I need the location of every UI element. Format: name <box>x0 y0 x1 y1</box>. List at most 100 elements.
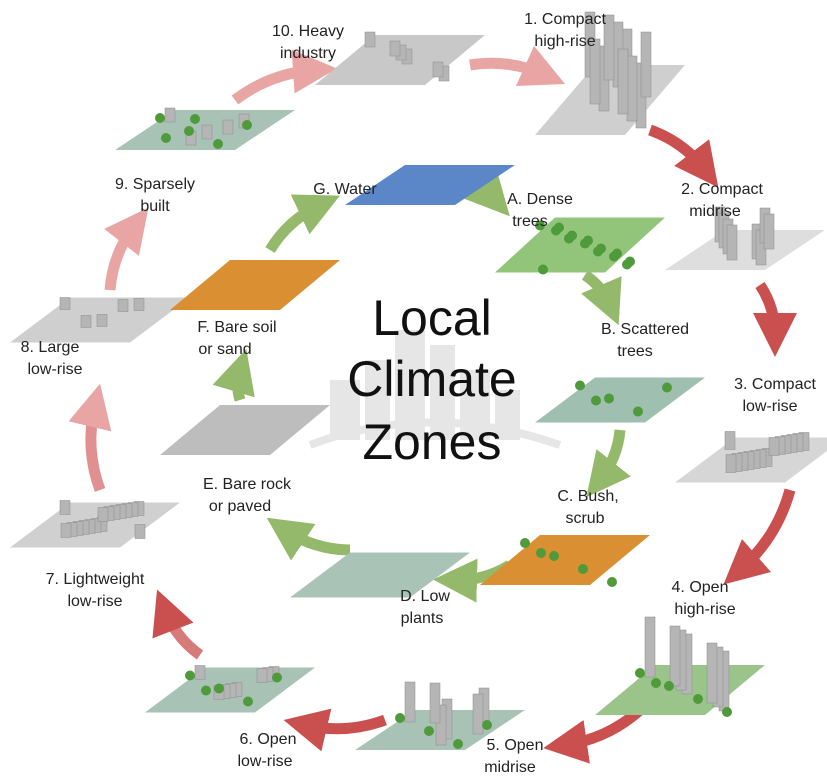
tree <box>243 696 253 707</box>
tree <box>607 577 617 587</box>
zone-tile <box>115 107 295 150</box>
building <box>364 31 376 48</box>
zone-tile <box>480 535 650 587</box>
tree <box>625 256 635 267</box>
arrow <box>723 488 796 585</box>
building <box>432 61 444 78</box>
building <box>256 668 268 683</box>
building <box>164 107 176 123</box>
arrow <box>586 429 631 498</box>
building <box>724 431 736 450</box>
tree <box>596 243 606 254</box>
tile-ground <box>290 552 470 598</box>
node-label: trees <box>512 213 548 230</box>
node-label: low-rise <box>742 398 797 415</box>
arrow <box>104 207 149 291</box>
title: Local <box>372 290 492 346</box>
building <box>134 524 146 539</box>
tree <box>612 248 622 259</box>
zone-tile <box>10 500 180 548</box>
tree <box>535 220 545 231</box>
building <box>768 437 780 456</box>
arrow <box>68 383 112 492</box>
zone-tile <box>315 31 485 85</box>
title: Climate <box>347 351 516 407</box>
building <box>117 299 129 312</box>
node-label: G. Water <box>313 181 377 198</box>
arrow <box>581 270 622 326</box>
node-label: 4. Open <box>672 579 729 596</box>
tree <box>651 678 661 688</box>
node-label: high-rise <box>674 601 735 618</box>
tree <box>242 120 252 130</box>
building <box>389 40 401 57</box>
tree <box>185 670 195 681</box>
arrow <box>648 124 719 188</box>
arrow <box>152 589 204 660</box>
title: Zones <box>363 414 502 470</box>
tree <box>536 548 546 558</box>
arrow <box>752 281 797 357</box>
tree <box>604 393 614 404</box>
tree <box>272 672 282 683</box>
node-label: 1. Compact <box>524 11 606 28</box>
node-label: or sand <box>198 341 251 358</box>
tree <box>395 713 405 723</box>
building <box>80 315 92 328</box>
building <box>644 616 656 678</box>
zone-tile <box>355 681 525 750</box>
node-label: scrub <box>565 510 604 527</box>
skyline <box>308 330 562 449</box>
tree <box>214 683 224 694</box>
zone-tile <box>290 552 470 598</box>
node-label: 10. Heavy <box>272 23 344 40</box>
building <box>725 454 737 473</box>
tree <box>190 114 200 124</box>
arrow <box>283 708 387 752</box>
tree <box>520 538 530 548</box>
building <box>726 224 738 261</box>
building <box>617 48 629 115</box>
zone-tile <box>345 165 515 205</box>
arrow <box>212 348 255 402</box>
arrow <box>265 194 340 253</box>
tree <box>201 685 211 696</box>
tree <box>575 380 585 391</box>
node-label: B. Scattered <box>601 321 689 338</box>
node-label: low-rise <box>237 753 292 770</box>
building <box>435 704 447 746</box>
tree <box>213 139 223 149</box>
node-label: C. Bush, <box>557 488 618 505</box>
tile-ground <box>160 405 330 455</box>
zone-tile <box>665 206 825 270</box>
building <box>603 14 615 81</box>
tree <box>591 395 601 406</box>
zone-tile <box>535 11 685 135</box>
building <box>589 38 601 105</box>
node-label: midrise <box>689 203 741 220</box>
tree <box>662 382 672 393</box>
node-label: built <box>140 198 170 215</box>
node-label: 7. Lightweight <box>46 571 145 588</box>
building <box>669 625 681 687</box>
node-label: 2. Compact <box>681 181 763 198</box>
building <box>429 682 441 724</box>
tree <box>482 720 492 730</box>
building <box>763 213 775 250</box>
tile-ground <box>535 377 705 423</box>
tile-ground <box>495 217 665 273</box>
node-label: or paved <box>209 498 271 515</box>
building <box>97 507 109 522</box>
tree <box>554 222 564 233</box>
building <box>59 500 71 515</box>
zone-tile <box>675 431 827 483</box>
node-label: high-rise <box>534 33 595 50</box>
node-label: A. Dense <box>507 191 573 208</box>
tree <box>693 694 703 704</box>
tile-ground <box>665 230 825 270</box>
tree <box>424 726 434 736</box>
arrow <box>266 517 351 561</box>
building <box>472 693 484 735</box>
node-label: 6. Open <box>240 731 297 748</box>
building <box>96 314 108 327</box>
